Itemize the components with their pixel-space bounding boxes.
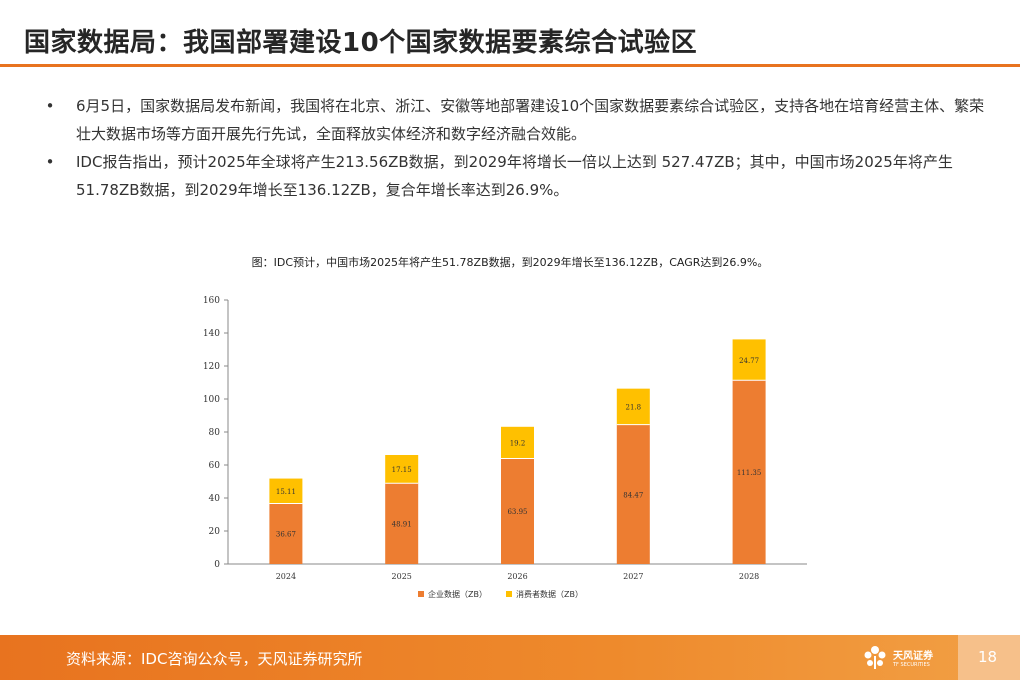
legend-label: 消费者数据（ZB） [516, 589, 583, 599]
title-underline [0, 64, 1020, 67]
y-tick-label: 0 [214, 560, 220, 570]
bar-segment-enterprise [269, 503, 303, 564]
data-label: 15.11 [276, 488, 296, 496]
bullet-item: • 6月5日，国家数据局发布新闻，我国将在北京、浙江、安徽等地部署建设10个国家… [40, 92, 990, 148]
y-tick-label: 100 [203, 395, 220, 405]
y-tick-label: 60 [209, 461, 221, 471]
data-label: 17.15 [392, 466, 412, 474]
data-label: 63.95 [507, 508, 527, 516]
legend-label: 企业数据（ZB） [428, 589, 487, 599]
bar-segment-consumer [385, 455, 419, 484]
x-tick-label: 2028 [739, 572, 759, 581]
y-tick-label: 160 [203, 296, 220, 306]
bar-segment-enterprise [616, 424, 650, 564]
y-tick-label: 20 [209, 527, 221, 537]
brand-name: 天风证券 [893, 651, 933, 662]
legend-swatch-consumer [506, 591, 512, 597]
page-number-box [958, 635, 1020, 680]
y-tick-label: 120 [203, 362, 220, 372]
bar-segment-consumer [732, 339, 766, 381]
footer-bar: 资料来源：IDC咨询公众号，天风证券研究所 天风证券 TF SECURITIES… [0, 635, 1020, 680]
bullet-text: IDC报告指出，预计2025年全球将产生213.56ZB数据，到2029年将增长… [76, 153, 953, 199]
source-note: 资料来源：IDC咨询公众号，天风证券研究所 [66, 650, 363, 668]
x-tick-label: 2026 [507, 572, 527, 581]
chart-caption: 图：IDC预计，中国市场2025年将产生51.78ZB数据，到2029年增长至1… [251, 256, 769, 269]
bar-segment-consumer [269, 478, 303, 504]
y-tick-label: 80 [209, 428, 221, 438]
brand-flower-icon [864, 646, 886, 669]
x-tick-label: 2025 [392, 572, 412, 581]
data-label: 21.8 [626, 404, 642, 412]
data-label: 111.35 [737, 469, 762, 477]
bullet-item: • IDC报告指出，预计2025年全球将产生213.56ZB数据，到2029年将… [40, 148, 990, 204]
page-title: 国家数据局：我国部署建设10个国家数据要素综合试验区 [24, 28, 698, 58]
y-tick-label: 40 [209, 494, 221, 504]
data-label: 36.67 [276, 531, 296, 539]
y-tick-label: 140 [203, 329, 220, 339]
x-tick-label: 2024 [276, 572, 296, 581]
bullet-text: 6月5日，国家数据局发布新闻，我国将在北京、浙江、安徽等地部署建设10个国家数据… [76, 97, 985, 143]
bar-segment-consumer [501, 426, 534, 459]
data-label: 48.91 [392, 521, 412, 529]
stacked-bar-chart: 0 20 40 60 80 100 120 140 160 36.67 15.11 2024 48.91… [203, 296, 807, 599]
page-number: 18 [978, 648, 998, 666]
bar-segment-consumer [616, 388, 650, 425]
x-tick-label: 2027 [623, 572, 643, 581]
data-label: 24.77 [739, 357, 759, 365]
bar-segment-enterprise [385, 483, 419, 564]
bar-segment-enterprise [501, 458, 534, 564]
legend-swatch-enterprise [418, 591, 424, 597]
bullet-list: • 6月5日，国家数据局发布新闻，我国将在北京、浙江、安徽等地部署建设10个国家… [40, 92, 990, 204]
bar-segment-enterprise [732, 380, 766, 564]
bullet-marker: • [45, 97, 55, 115]
data-label: 84.47 [623, 491, 643, 499]
brand-subtitle: TF SECURITIES [893, 662, 930, 668]
bullet-marker: • [45, 153, 55, 171]
data-label: 19.2 [510, 440, 526, 448]
